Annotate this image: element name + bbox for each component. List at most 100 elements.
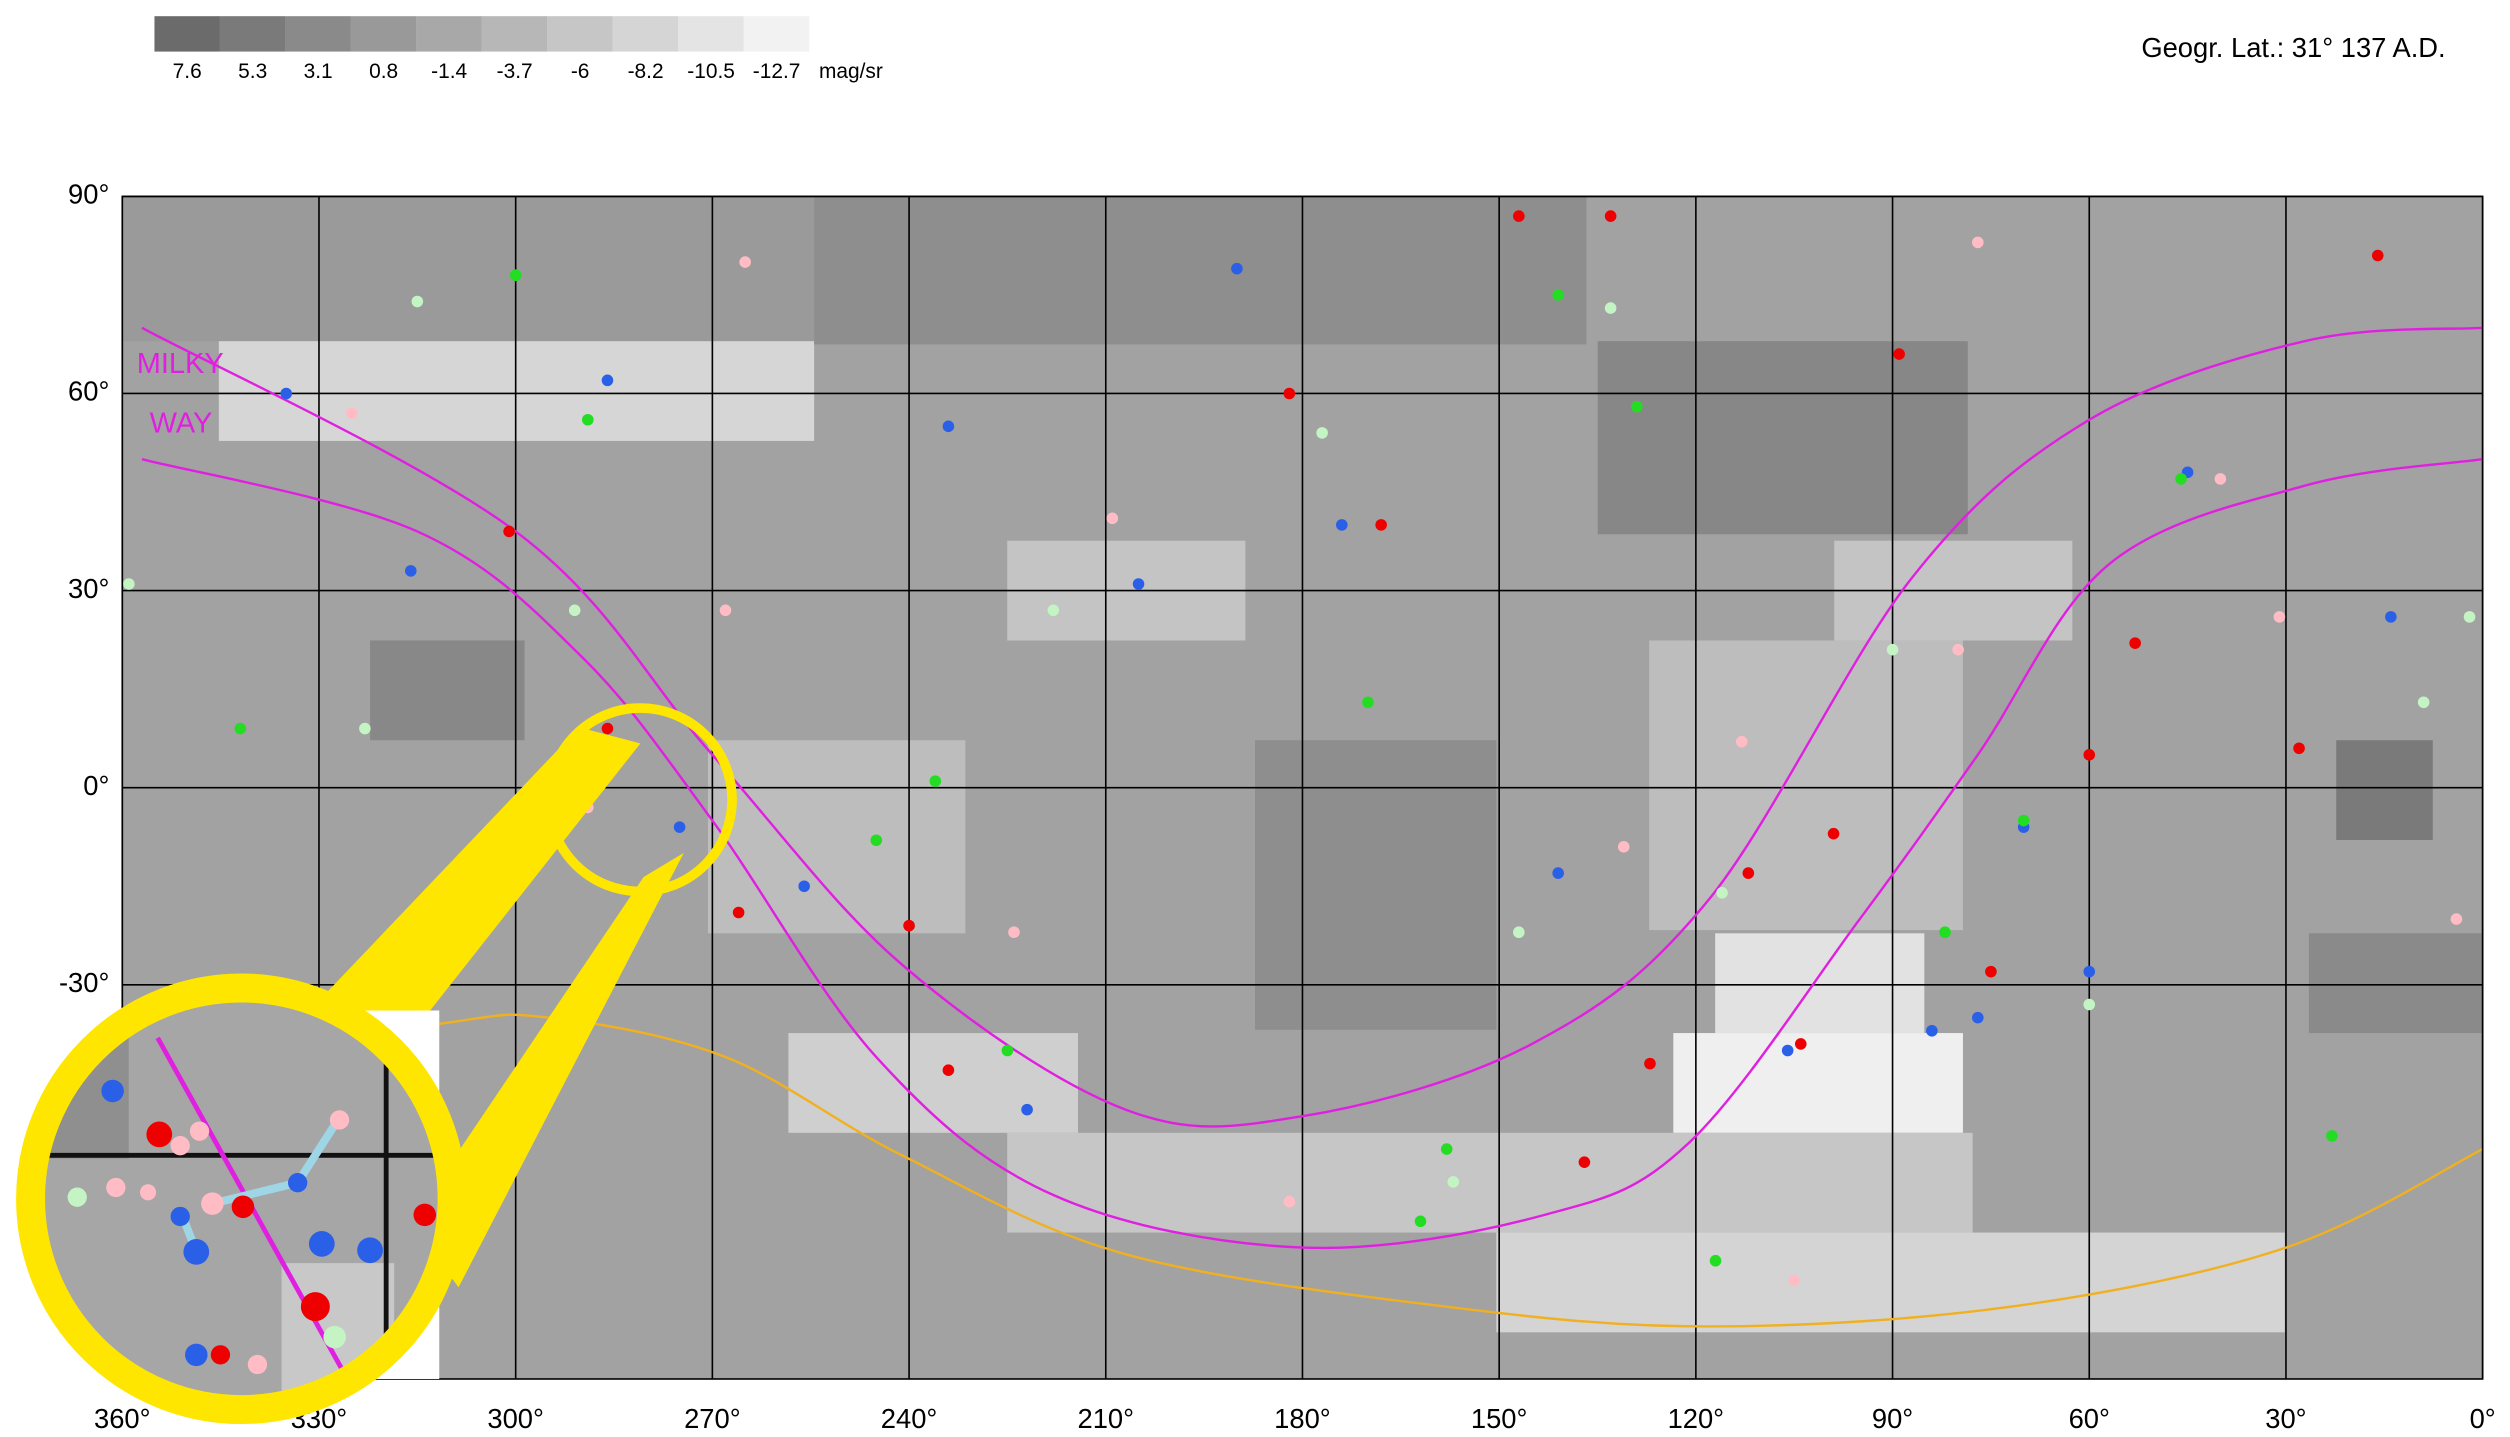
star — [2214, 473, 2227, 485]
x-tick-label: 120° — [1668, 1403, 1725, 1434]
star — [1552, 867, 1564, 879]
star — [870, 834, 883, 847]
sky-region — [1597, 341, 1968, 535]
y-tick-label: -30° — [59, 967, 109, 998]
star — [1283, 387, 1296, 400]
star — [1604, 302, 1617, 314]
star — [1336, 519, 1348, 531]
star — [359, 722, 371, 735]
star — [1513, 926, 1525, 939]
star — [942, 420, 955, 433]
inset-star — [106, 1177, 126, 1198]
colorbar-label: -3.7 — [497, 60, 533, 83]
star — [1414, 1215, 1427, 1228]
inset-star — [170, 1136, 190, 1156]
star — [1716, 887, 1728, 899]
star — [1926, 1024, 1938, 1037]
star — [1375, 519, 1387, 531]
star — [509, 269, 522, 282]
y-tick-label: 0° — [83, 770, 109, 801]
sky-region — [1673, 1033, 1963, 1133]
star — [1447, 1176, 1460, 1188]
colorbar-swatch — [219, 16, 286, 52]
colorbar-label: -8.2 — [628, 60, 664, 83]
x-tick-label: 90° — [1872, 1403, 1913, 1434]
star — [732, 906, 745, 919]
star — [1971, 1011, 1984, 1024]
star — [411, 295, 424, 308]
colorbar-swatch — [612, 16, 679, 52]
colorbar-label: -6 — [571, 60, 590, 83]
star — [345, 407, 358, 419]
star — [1021, 1103, 1033, 1116]
inset-star — [146, 1121, 173, 1148]
x-tick-label: 210° — [1077, 1403, 1134, 1434]
sky-region — [788, 1033, 1079, 1133]
star — [1132, 578, 1145, 590]
inset-star — [413, 1203, 437, 1227]
star — [1316, 427, 1328, 439]
inset-star — [185, 1343, 208, 1367]
inset-star — [323, 1325, 346, 1349]
star — [1939, 926, 1951, 939]
inset-star — [308, 1230, 335, 1257]
inset-star — [201, 1192, 224, 1215]
sky-region — [1255, 740, 1497, 1030]
curves — [122, 326, 2483, 1328]
stars — [123, 210, 2476, 1287]
colorbar-unit: mag/sr — [819, 60, 883, 83]
star — [1709, 1254, 1722, 1267]
milky-way-curve — [122, 1013, 2483, 1328]
star — [1631, 400, 1643, 413]
star — [2385, 611, 2397, 623]
star — [719, 604, 732, 617]
star — [942, 1064, 955, 1076]
colorbar-label: 7.6 — [173, 60, 202, 83]
colorbar-label: 0.8 — [369, 60, 398, 83]
magnifier-target — [543, 703, 737, 897]
colorbar: 7.6 5.3 3.1 0.8 -1.4 -3.7 -6 -8.2 -10.5 -12.7 mag/… — [154, 16, 883, 83]
star — [1513, 210, 1525, 222]
sky-region — [1007, 1132, 1973, 1233]
sky-region — [1715, 933, 1925, 1034]
inset-star — [210, 1345, 231, 1365]
star — [1362, 696, 1374, 709]
star — [1886, 643, 1899, 656]
plot-border — [121, 195, 2484, 1380]
star — [1952, 643, 1964, 656]
star — [1827, 827, 1840, 840]
star — [503, 525, 515, 538]
star — [123, 578, 135, 590]
inset-star — [189, 1121, 210, 1141]
inset-star — [183, 1239, 210, 1265]
star — [1742, 867, 1755, 879]
star — [739, 256, 751, 268]
colorbar-swatch — [154, 16, 220, 52]
star — [2083, 749, 2096, 761]
colorbar-swatch — [285, 16, 351, 52]
magnifier-ring — [16, 973, 467, 1425]
star — [1971, 236, 1984, 249]
star — [601, 374, 614, 387]
star — [1604, 210, 1617, 222]
star — [2273, 611, 2286, 623]
inset-star — [139, 1184, 157, 1201]
header-info: Geogr. Lat.: 31° 137 A.D. — [2141, 32, 2445, 63]
x-tick-label: 180° — [1274, 1403, 1331, 1434]
star — [1283, 1195, 1296, 1208]
star — [1794, 1038, 1807, 1050]
colorbar-label: -12.7 — [753, 60, 801, 83]
inset-star — [101, 1079, 124, 1103]
star — [404, 565, 417, 577]
y-tick-label: 30° — [68, 573, 109, 604]
inset-star — [170, 1206, 190, 1227]
sky-region — [1496, 1232, 2285, 1333]
inset-star — [288, 1173, 308, 1193]
magnifier — [16, 703, 737, 1425]
colorbar-swatch — [416, 16, 482, 52]
x-tick-label: 30° — [2265, 1403, 2306, 1434]
x-tick-label: 0° — [2470, 1403, 2496, 1434]
inset-star — [247, 1354, 268, 1375]
